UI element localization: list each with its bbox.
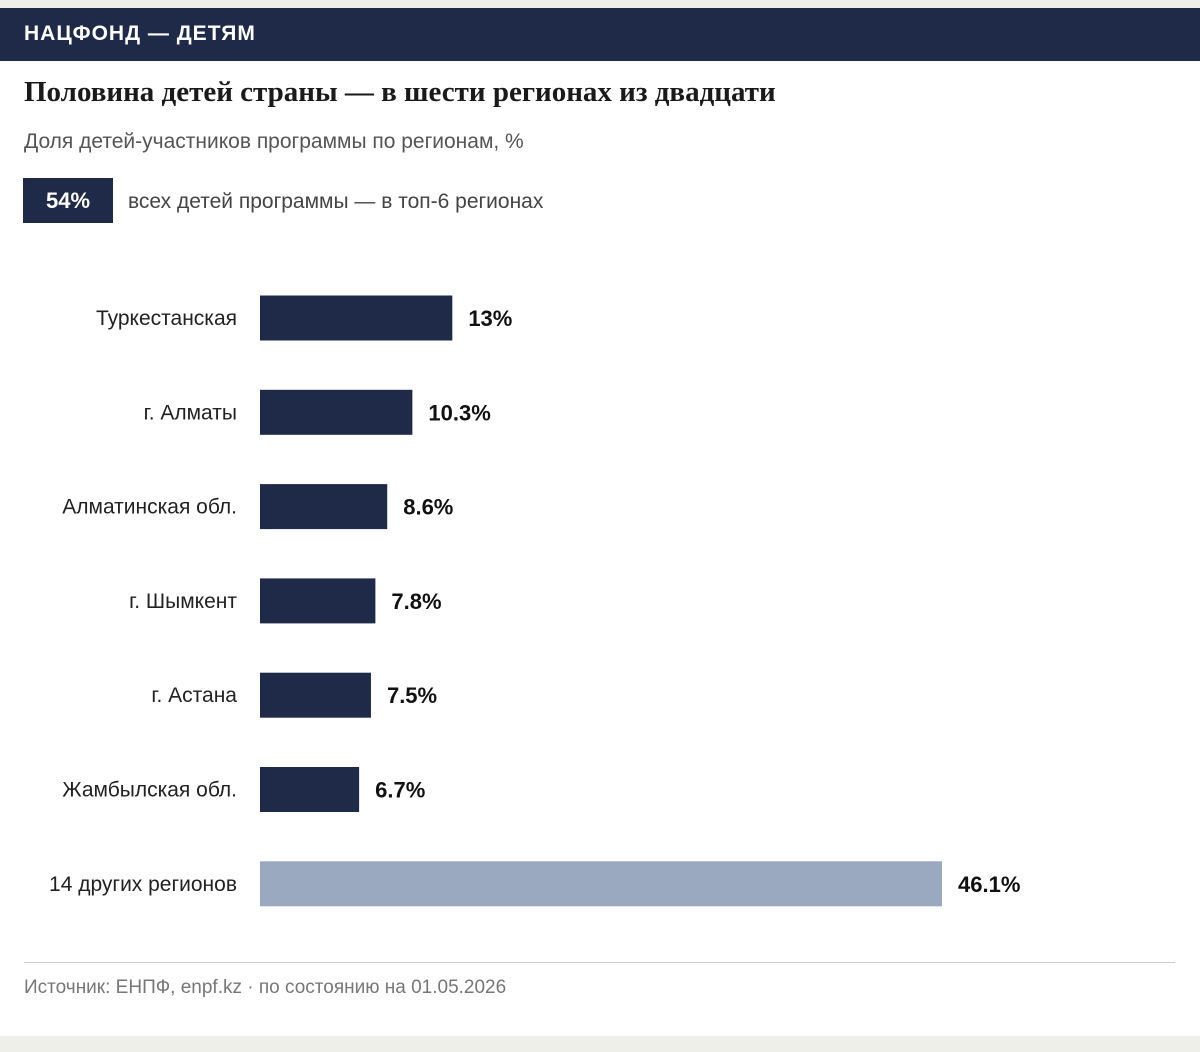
header-bar: НАЦФОНД — ДЕТЯМ: [0, 8, 1200, 61]
category-label: Алматинская обл.: [62, 496, 237, 519]
category-label: г. Алматы: [144, 401, 237, 424]
value-label: 10.3%: [428, 400, 490, 425]
bar: [260, 767, 360, 812]
category-label: 14 других регионов: [49, 873, 237, 896]
value-label: 46.1%: [958, 872, 1020, 897]
bar: [260, 484, 388, 530]
value-label: 8.6%: [403, 495, 453, 520]
value-label: 7.8%: [391, 589, 441, 614]
highlight-badge: 54%: [23, 178, 113, 223]
source-note: Источник: ЕНПФ, enpf.kz · по состоянию н…: [24, 977, 507, 998]
chart-subtitle: Доля детей-участников программы по регио…: [24, 130, 524, 153]
category-label: г. Шымкент: [129, 590, 237, 613]
bar: [260, 295, 453, 341]
footer-divider: [24, 962, 1175, 963]
value-label: 13%: [468, 306, 512, 331]
chart-title: Половина детей страны — в шести регионах…: [24, 76, 776, 108]
category-label: Жамбылская обл.: [62, 779, 237, 802]
highlight-text: всех детей программы — в топ-6 регионах: [128, 190, 544, 213]
bar: [260, 861, 942, 907]
category-label: Туркестанская: [96, 307, 237, 330]
brand-name: НАЦФОНД — ДЕТЯМ: [24, 22, 256, 45]
bar: [260, 672, 371, 718]
bar: [260, 389, 413, 435]
bar: [260, 578, 376, 624]
value-label: 6.7%: [375, 778, 425, 803]
category-label: г. Астана: [151, 684, 237, 707]
value-label: 7.5%: [387, 683, 437, 708]
